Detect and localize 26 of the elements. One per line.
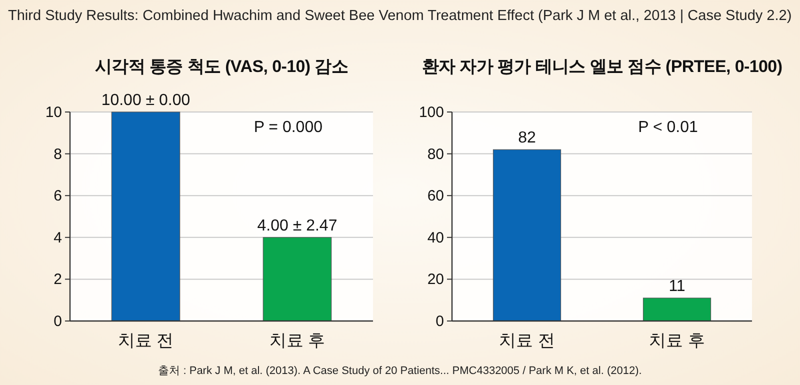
x-tick-label: 치료 전 bbox=[118, 331, 174, 350]
data-label: 4.00 ± 2.47 bbox=[257, 217, 338, 234]
y-tick-label: 0 bbox=[436, 313, 444, 330]
y-tick-label: 20 bbox=[427, 271, 444, 288]
y-tick-label: 2 bbox=[54, 271, 62, 288]
y-tick-label: 60 bbox=[427, 188, 444, 205]
annotation: P = 0.000 bbox=[254, 119, 323, 136]
x-tick-label: 치료 후 bbox=[269, 331, 326, 350]
x-tick-label: 치료 전 bbox=[499, 331, 555, 350]
y-tick-label: 40 bbox=[427, 229, 444, 246]
x-tick-label: 치료 후 bbox=[649, 331, 705, 350]
y-tick-label: 8 bbox=[54, 146, 62, 163]
y-tick-label: 100 bbox=[418, 104, 444, 121]
y-tick-label: 0 bbox=[54, 313, 62, 330]
text: Third Study Results: Combined Hwachim and Sweet Bee Venom Treatment Effect (Park J M et al., 2013 | Case Study 2.2) bbox=[8, 8, 792, 24]
y-tick-label: 6 bbox=[54, 188, 62, 205]
annotation: P < 0.01 bbox=[638, 119, 698, 136]
chart-title: 시각적 통증 척도 (VAS, 0-10) 감소 bbox=[94, 57, 348, 76]
data-label: 10.00 ± 0.00 bbox=[101, 92, 190, 109]
data-label: 11 bbox=[668, 278, 686, 296]
source-note: 출처 : Park J M, et al. (2013). A Case Study of 20 Patients... PMC4332005 / Park M K, et al. (2012). bbox=[158, 365, 642, 377]
y-tick-label: 10 bbox=[45, 104, 62, 121]
y-tick-label: 80 bbox=[427, 146, 444, 163]
y-tick-label: 4 bbox=[54, 229, 62, 246]
chart-title: 환자 자가 평가 테니스 엘보 점수 (PRTEE, 0-100) bbox=[422, 57, 782, 76]
data-label: 82 bbox=[518, 130, 536, 147]
